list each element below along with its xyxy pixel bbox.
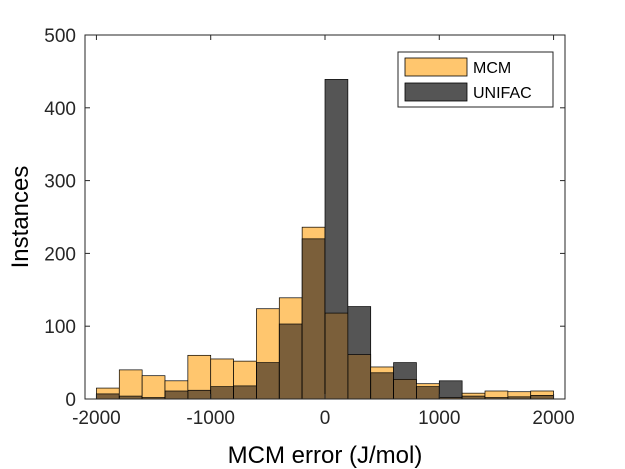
bar-overlap — [256, 362, 280, 399]
bar-overlap — [370, 372, 394, 399]
bar-overlap — [530, 395, 554, 399]
x-tick-label: 1000 — [418, 408, 460, 429]
x-tick-label: -2000 — [72, 408, 121, 429]
bar-mcm — [485, 390, 508, 398]
ticks-layer: -2000 -1000 0 1000 2000 0 100 200 300 400 500 — [44, 26, 574, 429]
y-tick-label: 0 — [65, 390, 76, 411]
bar-overlap — [302, 238, 325, 399]
bar-mcm — [233, 361, 257, 386]
y-tick-label: 400 — [44, 99, 76, 120]
legend-swatch-unifac — [404, 82, 468, 102]
bar-mcm — [416, 383, 440, 387]
bar-overlap — [96, 393, 120, 399]
x-tick-label: -1000 — [186, 408, 235, 429]
legend-label-mcm: MCM — [473, 60, 511, 77]
bar-overlap — [233, 385, 257, 399]
y-tick-label: 200 — [44, 244, 76, 265]
y-tick-label: 500 — [44, 26, 76, 47]
bar-overlap — [416, 386, 440, 399]
bar-mcm — [462, 393, 485, 397]
bar-overlap — [462, 396, 485, 399]
bar-overlap — [347, 354, 371, 399]
bar-overlap — [325, 313, 348, 399]
bar-overlap — [142, 397, 165, 399]
x-tick-label: 2000 — [532, 408, 574, 429]
bar-overlap — [279, 324, 303, 399]
bar-overlap — [187, 390, 211, 399]
bar-overlap — [507, 396, 531, 399]
bar-mcm — [165, 380, 188, 391]
bar-mcm — [370, 366, 394, 373]
bar-overlap — [393, 379, 417, 399]
legend-label-unifac: UNIFAC — [473, 85, 532, 102]
bar-mcm — [142, 375, 165, 398]
bar-unifac — [347, 306, 371, 355]
bar-mcm — [507, 391, 531, 397]
legend: MCM UNIFAC — [397, 51, 554, 108]
bar-overlap — [165, 390, 188, 399]
bar-overlap — [439, 397, 463, 399]
bar-mcm — [187, 355, 211, 391]
y-axis-label: Instances — [7, 166, 34, 269]
bar-mcm — [210, 358, 234, 387]
bar-mcm — [119, 369, 143, 397]
y-tick-label: 100 — [44, 317, 76, 338]
bar-mcm — [256, 308, 280, 363]
bar-unifac — [393, 362, 417, 380]
bar-overlap — [210, 386, 234, 399]
x-axis-label: MCM error (J/mol) — [228, 442, 423, 469]
y-tick-label: 300 — [44, 172, 76, 193]
bar-overlap — [119, 396, 143, 399]
legend-swatch-mcm — [404, 57, 468, 77]
bar-mcm — [302, 227, 325, 239]
bar-unifac — [439, 380, 463, 398]
bar-mcm — [279, 297, 303, 325]
bar-unifac — [325, 79, 348, 314]
bar-mcm — [96, 388, 120, 394]
bar-overlap — [485, 397, 508, 399]
x-tick-label: 0 — [320, 408, 331, 429]
bar-mcm — [530, 390, 554, 396]
